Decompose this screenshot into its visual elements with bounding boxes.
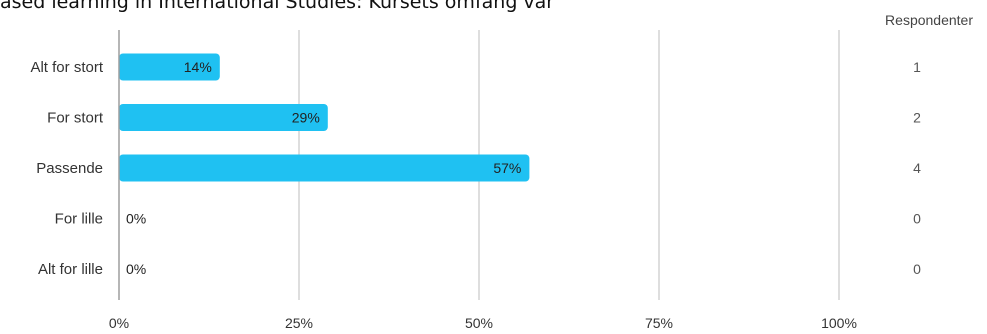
x-tick-label: 100% [821, 315, 857, 331]
x-tick-label: 0% [109, 315, 129, 331]
category-label: Alt for lille [38, 261, 103, 278]
bar-value-label: 0% [126, 211, 146, 227]
bars [119, 53, 530, 182]
respondent-count: 4 [913, 160, 921, 176]
bar-value-label: 14% [184, 59, 212, 75]
bar-value-label: 0% [126, 261, 146, 277]
x-tick-label: 25% [285, 315, 313, 331]
category-label: For lille [55, 211, 103, 228]
bar [119, 154, 530, 182]
bar [119, 53, 220, 81]
category-label: Alt for stort [30, 59, 103, 76]
respondent-count: 1 [913, 59, 921, 75]
respondent-count: 0 [913, 211, 921, 227]
bar [119, 104, 328, 131]
labels: 0% 25% 50% 75% 100% Alt for stort 14% 1 For stor… [30, 59, 921, 331]
category-label: For stort [47, 110, 104, 127]
bar-value-label: 29% [292, 110, 320, 126]
respondents-header: Respondenter [885, 12, 973, 28]
category-label: Passende [36, 160, 103, 177]
x-tick-label: 75% [645, 315, 673, 331]
x-tick-label: 50% [465, 315, 493, 331]
respondent-count: 2 [913, 110, 921, 126]
bar-value-label: 57% [493, 160, 521, 176]
respondent-count: 0 [913, 261, 921, 277]
chart-title: ased learning in International Studies: … [0, 0, 555, 13]
